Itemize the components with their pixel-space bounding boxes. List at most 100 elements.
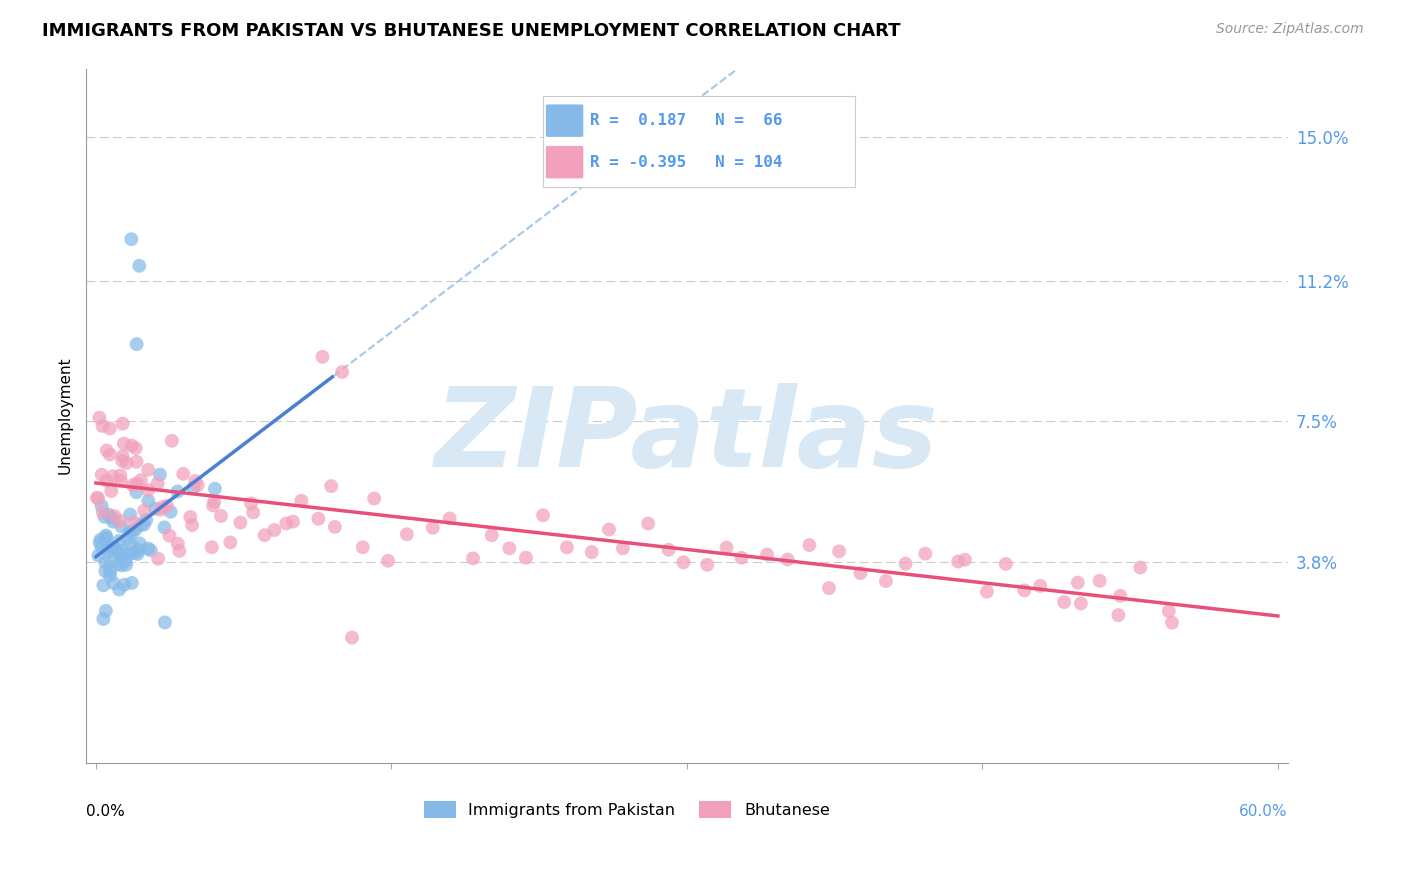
Point — [120, 508, 142, 522]
Point — [120, 232, 142, 246]
Point — [124, 441, 146, 455]
Point — [97, 508, 120, 522]
Point — [103, 541, 125, 555]
Point — [110, 468, 132, 483]
Point — [104, 544, 127, 558]
Point — [125, 476, 148, 491]
Point — [202, 499, 225, 513]
Point — [94, 604, 117, 618]
Point — [87, 491, 110, 506]
Point — [169, 544, 191, 558]
Point — [1014, 583, 1036, 598]
Point — [229, 516, 252, 530]
Point — [976, 584, 998, 599]
Point — [799, 538, 821, 552]
Point — [1070, 597, 1092, 611]
Point — [481, 528, 503, 542]
Point — [132, 503, 155, 517]
Point — [307, 512, 329, 526]
Point — [894, 557, 917, 571]
Point — [730, 550, 752, 565]
Point — [121, 439, 143, 453]
Point — [94, 530, 117, 544]
Point — [96, 532, 118, 546]
Point — [120, 546, 142, 560]
Point — [1088, 574, 1111, 588]
Point — [150, 500, 173, 515]
Point — [128, 536, 150, 550]
Point — [111, 543, 134, 558]
Point — [352, 541, 374, 555]
Point — [242, 505, 264, 519]
Point — [115, 456, 138, 470]
Point — [555, 541, 578, 555]
Point — [598, 523, 620, 537]
Point — [124, 515, 146, 529]
Point — [311, 350, 333, 364]
Point — [181, 518, 204, 533]
Point — [1161, 615, 1184, 630]
Point — [139, 543, 162, 558]
Point — [181, 481, 204, 495]
Point — [498, 541, 520, 556]
Point — [128, 259, 150, 273]
Point — [637, 516, 659, 531]
Point — [110, 558, 132, 573]
Point — [96, 474, 118, 488]
Point — [156, 499, 179, 513]
Point — [914, 547, 936, 561]
Point — [377, 554, 399, 568]
Point — [132, 517, 155, 532]
Point — [90, 467, 112, 482]
Point — [98, 448, 121, 462]
Point — [166, 536, 188, 550]
Point — [1129, 560, 1152, 574]
Point — [110, 474, 132, 488]
Point — [1109, 589, 1132, 603]
Point — [93, 509, 115, 524]
Point — [184, 474, 207, 488]
Point — [91, 419, 114, 434]
Text: IMMIGRANTS FROM PAKISTAN VS BHUTANESE UNEMPLOYMENT CORRELATION CHART: IMMIGRANTS FROM PAKISTAN VS BHUTANESE UN… — [42, 22, 901, 40]
Legend: Immigrants from Pakistan, Bhutanese: Immigrants from Pakistan, Bhutanese — [418, 795, 837, 824]
Point — [219, 535, 242, 549]
Point — [756, 548, 779, 562]
Point — [129, 517, 152, 532]
Point — [658, 542, 681, 557]
Point — [461, 551, 484, 566]
Point — [111, 454, 134, 468]
Point — [129, 473, 152, 487]
Point — [672, 555, 695, 569]
Point — [111, 417, 134, 431]
Point — [87, 549, 110, 563]
Point — [107, 557, 129, 571]
Point — [125, 455, 148, 469]
Point — [127, 547, 149, 561]
Point — [100, 555, 122, 569]
Point — [121, 576, 143, 591]
Point — [96, 443, 118, 458]
Point — [828, 544, 851, 558]
Point — [143, 501, 166, 516]
Point — [91, 612, 114, 626]
Point — [91, 505, 114, 519]
Point — [110, 514, 132, 528]
Point — [115, 558, 138, 572]
Point — [1029, 579, 1052, 593]
Point — [515, 550, 537, 565]
Point — [204, 482, 226, 496]
Point — [101, 511, 124, 525]
Point — [149, 467, 172, 482]
Point — [166, 484, 188, 499]
Point — [124, 523, 146, 537]
Point — [90, 499, 112, 513]
Point — [330, 365, 353, 379]
Point — [121, 478, 143, 492]
Text: ZIPatlas: ZIPatlas — [434, 383, 939, 490]
Point — [91, 578, 114, 592]
Point — [849, 566, 872, 581]
Point — [239, 496, 262, 510]
Point — [111, 449, 134, 463]
Point — [103, 576, 125, 591]
Point — [90, 541, 112, 555]
